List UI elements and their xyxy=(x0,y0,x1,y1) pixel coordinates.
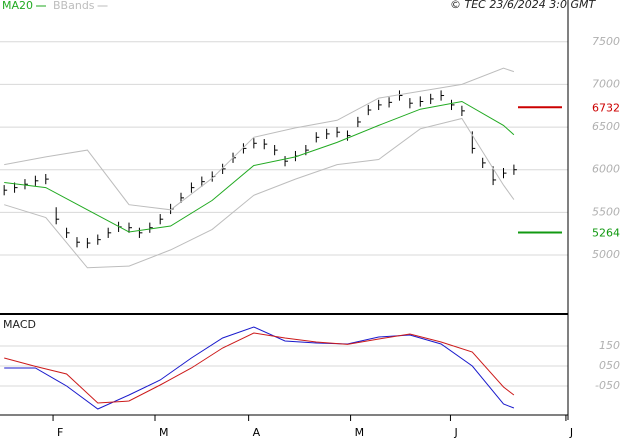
y-tick-label: 7500 xyxy=(592,35,620,48)
price-bar xyxy=(138,227,143,238)
band-upper xyxy=(4,67,515,211)
y-tick-label: 5000 xyxy=(592,248,620,261)
ma-line xyxy=(4,100,515,233)
price-bar xyxy=(326,128,330,140)
price-bar xyxy=(346,130,351,141)
price-bar xyxy=(222,163,226,174)
price-bar xyxy=(482,157,486,169)
price-bar xyxy=(3,185,8,196)
x-tick-label: A xyxy=(253,426,261,439)
price-bar xyxy=(378,99,382,111)
price-bar xyxy=(430,93,434,105)
price-bar xyxy=(513,164,517,175)
x-tick-label: M xyxy=(355,426,365,439)
price-bar xyxy=(149,222,153,233)
y-tick-label: 6000 xyxy=(592,163,620,176)
price-bar xyxy=(45,173,49,185)
y-tick-label: 5500 xyxy=(592,205,620,218)
x-tick-label: M xyxy=(159,426,169,439)
price-bar xyxy=(419,96,424,107)
band-lower xyxy=(4,117,515,269)
y-tick-label: 7000 xyxy=(592,77,620,90)
price-bar xyxy=(55,207,60,225)
price-bar xyxy=(242,143,247,154)
legend-label: MA20 xyxy=(2,0,33,12)
price-bar xyxy=(97,234,101,245)
price-bar xyxy=(274,144,278,156)
source: © TEC 23/6/2024 3:0 GMT xyxy=(450,0,596,11)
legend-label: BBands xyxy=(53,0,95,12)
x-tick-label: J xyxy=(453,426,457,439)
price-bar xyxy=(440,90,445,101)
price-bar xyxy=(315,132,320,143)
y-tick-label: 050 xyxy=(599,359,620,372)
price-bar xyxy=(450,99,455,111)
y-tick-label: -050 xyxy=(595,379,620,392)
price-bar xyxy=(398,90,403,101)
price-bar xyxy=(357,116,361,128)
level-label: 6732 xyxy=(592,101,620,114)
y-tick-label: 150 xyxy=(599,339,620,352)
price-bar xyxy=(24,179,28,190)
price-bar xyxy=(503,168,507,179)
price-bar xyxy=(107,227,112,238)
price-bar xyxy=(76,237,80,248)
price-bar xyxy=(128,222,132,233)
price-bar xyxy=(336,127,341,138)
price-bar xyxy=(86,237,91,249)
price-bar xyxy=(66,227,70,238)
y-tick-label: 6500 xyxy=(592,120,620,133)
price-bar xyxy=(388,97,393,108)
price-bar xyxy=(492,166,497,186)
level-label: 5264 xyxy=(592,226,620,239)
x-tick-label: F xyxy=(57,426,63,439)
price-bar xyxy=(284,156,289,167)
price-bar xyxy=(367,104,372,116)
macd-title: MACD xyxy=(3,318,36,331)
price-bar xyxy=(190,182,195,193)
price-bar xyxy=(159,214,164,225)
price-bar xyxy=(263,139,268,150)
x-tick-label: J xyxy=(569,426,573,439)
macd-line xyxy=(4,332,515,404)
price-bar xyxy=(409,98,413,109)
price-bar xyxy=(461,105,465,116)
price-bar xyxy=(34,175,39,186)
macd-line xyxy=(4,326,515,410)
price-bar xyxy=(201,176,205,187)
price-bar xyxy=(253,138,257,149)
